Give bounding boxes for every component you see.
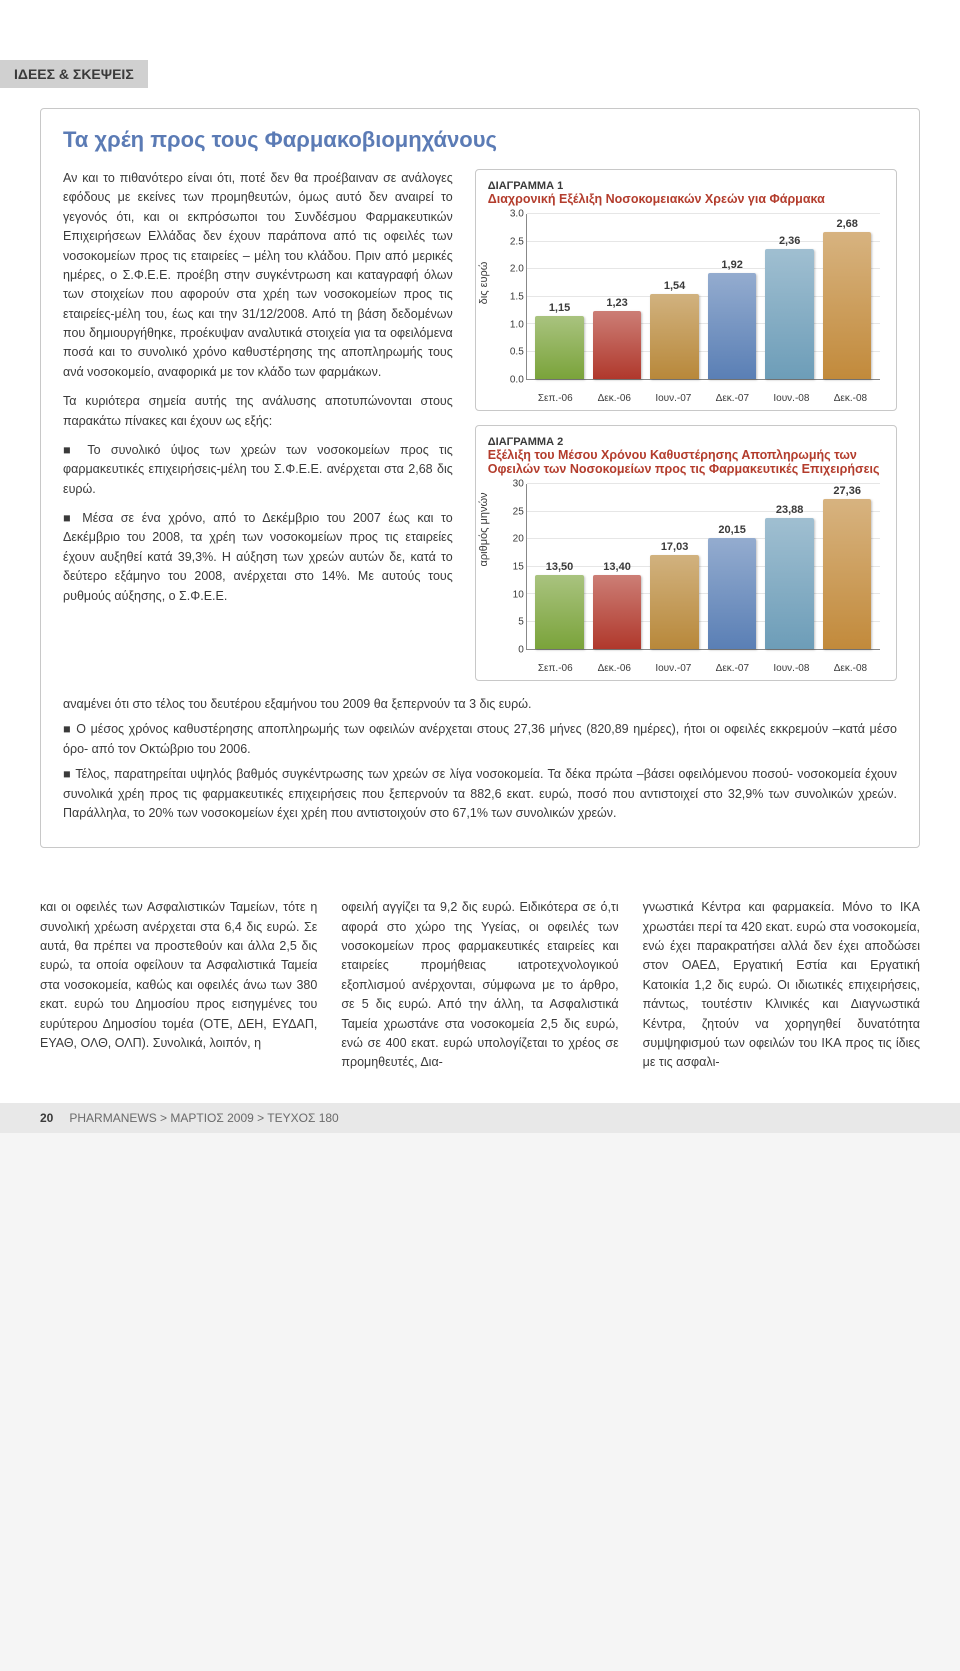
y-tick: 1.0 [510, 319, 524, 330]
bar-value-label: 2,36 [779, 235, 800, 247]
x-tick-label: Σεπ.-06 [530, 663, 580, 674]
bullet-paragraph: Μέσα σε ένα χρόνο, από το Δεκέμβριο του … [63, 509, 453, 606]
bar-value-label: 27,36 [833, 485, 861, 497]
bar-value-label: 13,40 [603, 561, 631, 573]
y-tick: 2.0 [510, 264, 524, 275]
bar-value-label: 1,92 [721, 259, 742, 271]
x-tick-label: Δεκ.-07 [708, 663, 758, 674]
y-tick: 15 [513, 562, 524, 573]
bar-value-label: 1,23 [606, 297, 627, 309]
chart-1-plot: δις ευρώ0.00.51.01.52.02.53.01,151,231,5… [488, 214, 884, 404]
bottom-three-columns: και οι οφειλές των Ασφαλιστικών Ταμείων,… [0, 878, 960, 1102]
y-tick: 0.0 [510, 375, 524, 386]
x-tick-label: Δεκ.-07 [708, 393, 758, 404]
y-tick: 20 [513, 534, 524, 545]
page-footer: 20 PHARMANEWS > ΜΑΡΤΙΟΣ 2009 > ΤΕΥΧΟΣ 18… [0, 1103, 960, 1133]
article-below-charts: αναμένει ότι στο τέλος του δευτέρου εξαμ… [63, 695, 897, 823]
chart-1-label: ΔΙΑΓΡΑΜΜΑ 1 [488, 180, 884, 192]
bar-value-label: 1,54 [664, 280, 685, 292]
bar: 27,36 [823, 484, 871, 649]
article-title: Τα χρέη προς τους Φαρμακοβιομηχάνους [63, 127, 897, 153]
y-tick: 0 [518, 645, 524, 656]
y-tick: 10 [513, 589, 524, 600]
y-tick: 1.5 [510, 292, 524, 303]
chart-2-title: Εξέλιξη του Μέσου Χρόνου Καθυστέρησης Απ… [488, 448, 884, 476]
x-tick-label: Δεκ.-06 [590, 393, 640, 404]
x-tick-label: Σεπ.-06 [530, 393, 580, 404]
x-tick-label: Ιουν.-08 [767, 393, 817, 404]
x-tick-label: Ιουν.-07 [649, 393, 699, 404]
bar-value-label: 1,15 [549, 302, 570, 314]
y-tick: 3.0 [510, 209, 524, 220]
bar: 13,40 [593, 484, 641, 649]
column-2: οφειλή αγγίζει τα 9,2 δις ευρώ. Ειδικότε… [341, 898, 618, 1072]
y-tick: 2.5 [510, 236, 524, 247]
section-tag: ΙΔΕΕΣ & ΣΚΕΨΕΙΣ [0, 60, 148, 88]
bar: 1,92 [708, 214, 756, 379]
x-tick-label: Δεκ.-08 [826, 663, 876, 674]
bullet-paragraph: Ο μέσος χρόνος καθυστέρησης αποπληρωμής … [63, 720, 897, 759]
bar: 1,23 [593, 214, 641, 379]
y-tick: 5 [518, 617, 524, 628]
chart-2-label: ΔΙΑΓΡΑΜΜΑ 2 [488, 436, 884, 448]
y-tick: 25 [513, 506, 524, 517]
page-number: 20 [40, 1111, 53, 1125]
paragraph: αναμένει ότι στο τέλος του δευτέρου εξαμ… [63, 695, 897, 714]
y-tick: 30 [513, 479, 524, 490]
paragraph: Τα κυριότερα σημεία αυτής της ανάλυσης α… [63, 392, 453, 431]
bar-value-label: 20,15 [718, 524, 746, 536]
bar-value-label: 23,88 [776, 504, 804, 516]
boxed-article: Τα χρέη προς τους Φαρμακοβιομηχάνους Αν … [0, 88, 960, 858]
article-left-column: Αν και το πιθανότερο είναι ότι, ποτέ δεν… [63, 169, 453, 695]
bar: 2,68 [823, 214, 871, 379]
bar: 23,88 [765, 484, 813, 649]
column-3: γνωστικά Κέντρα και φαρμακεία. Μόνο το Ι… [643, 898, 920, 1072]
bar: 17,03 [650, 484, 698, 649]
x-tick-label: Δεκ.-06 [590, 663, 640, 674]
bar: 2,36 [765, 214, 813, 379]
article-box: Τα χρέη προς τους Φαρμακοβιομηχάνους Αν … [40, 108, 920, 848]
x-tick-label: Δεκ.-08 [826, 393, 876, 404]
bar-value-label: 2,68 [836, 218, 857, 230]
x-tick-label: Ιουν.-07 [649, 663, 699, 674]
paragraph: Αν και το πιθανότερο είναι ότι, ποτέ δεν… [63, 169, 453, 382]
page: ΙΔΕΕΣ & ΣΚΕΨΕΙΣ Τα χρέη προς τους Φαρμακ… [0, 0, 960, 1133]
article-right-column: ΔΙΑΓΡΑΜΜΑ 1 Διαχρονική Εξέλιξη Νοσοκομει… [475, 169, 897, 695]
column-1: και οι οφειλές των Ασφαλιστικών Ταμείων,… [40, 898, 317, 1072]
y-axis-label: δις ευρώ [478, 262, 490, 305]
bar-value-label: 17,03 [661, 541, 689, 553]
chart-1: ΔΙΑΓΡΑΜΜΑ 1 Διαχρονική Εξέλιξη Νοσοκομει… [475, 169, 897, 411]
bar: 20,15 [708, 484, 756, 649]
x-tick-label: Ιουν.-08 [767, 663, 817, 674]
bar: 1,54 [650, 214, 698, 379]
chart-2: ΔΙΑΓΡΑΜΜΑ 2 Εξέλιξη του Μέσου Χρόνου Καθ… [475, 425, 897, 681]
bar-value-label: 13,50 [546, 561, 574, 573]
bar: 13,50 [535, 484, 583, 649]
bullet-paragraph: Τέλος, παρατηρείται υψηλός βαθμός συγκέν… [63, 765, 897, 823]
y-tick: 0.5 [510, 347, 524, 358]
footer-text: PHARMANEWS > ΜΑΡΤΙΟΣ 2009 > ΤΕΥΧΟΣ 180 [69, 1111, 338, 1125]
chart-2-plot: αριθμός μηνών05101520253013,5013,4017,03… [488, 484, 884, 674]
chart-1-title: Διαχρονική Εξέλιξη Νοσοκομειακών Χρεών γ… [488, 192, 884, 206]
bullet-paragraph: Το συνολικό ύψος των χρεών των νοσοκομεί… [63, 441, 453, 499]
y-axis-label: αριθμός μηνών [478, 492, 490, 566]
bar: 1,15 [535, 214, 583, 379]
